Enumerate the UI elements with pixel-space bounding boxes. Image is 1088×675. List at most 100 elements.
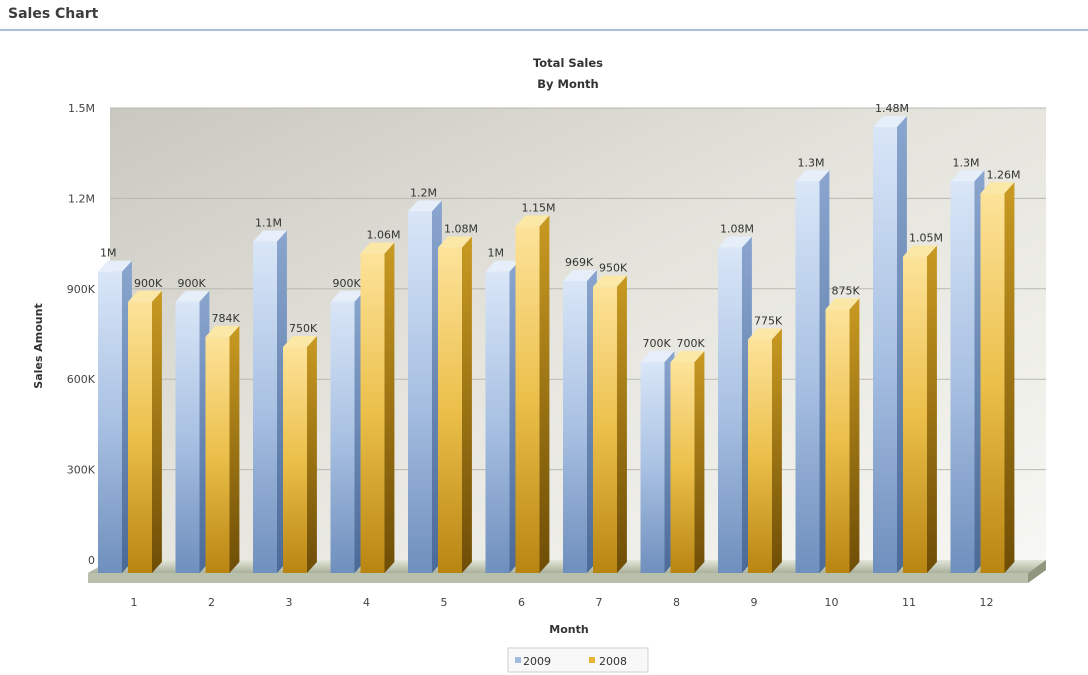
x-axis-label: Month: [549, 623, 588, 636]
data-label-2008-month-8: 700K: [677, 337, 706, 350]
legend-box: [507, 647, 649, 673]
data-label-2009-month-9: 1.08M: [720, 223, 754, 236]
bar-side: [617, 275, 627, 573]
legend-label-2009: 2009: [523, 655, 551, 668]
data-labels: 1M 900K 900K 784K 1.1M 750K 900K 1.06M 1.2M 1.08M…: [100, 102, 1020, 350]
bar-side: [384, 242, 395, 573]
data-label-2008-month-6: 1.15M: [522, 201, 556, 214]
data-label-2009-month-6: 1M: [488, 247, 505, 260]
data-label-2008-month-12: 1.26M: [987, 168, 1021, 181]
bar-top: [515, 215, 550, 227]
bar-front: [360, 253, 385, 573]
y-tick-label: 600K: [67, 373, 96, 386]
bar-front: [515, 226, 540, 573]
x-tick-label: 8: [673, 596, 680, 609]
bar-side: [307, 335, 317, 573]
bar-side: [694, 351, 705, 573]
bar-top: [408, 200, 442, 212]
panel-header: Sales Chart: [0, 0, 1088, 31]
bars: [98, 115, 1015, 574]
data-label-2009-month-5: 1.2M: [410, 186, 437, 199]
bar-front: [485, 271, 510, 573]
panel-divider: [0, 29, 1088, 31]
bar-2008-month-7: [593, 275, 627, 573]
bar-front: [670, 362, 695, 573]
x-tick-label: 10: [825, 596, 839, 609]
bar-2009-month-6: [485, 260, 520, 573]
legend-label-2008: 2008: [599, 655, 627, 668]
bar-front: [950, 181, 975, 573]
bar-2008-month-8: [670, 351, 705, 573]
bar-2009-month-3: [253, 230, 287, 574]
x-tick-label: 7: [596, 596, 603, 609]
data-label-2009-month-7: 969K: [565, 256, 594, 269]
bar-front: [128, 301, 152, 573]
bar-side: [772, 328, 782, 573]
bar-front: [175, 301, 200, 573]
x-tick-label: 2: [208, 596, 215, 609]
bar-top: [360, 242, 395, 254]
x-tick-label: 4: [363, 596, 370, 609]
bar-top: [593, 275, 627, 287]
bar-side: [229, 325, 240, 573]
bar-side: [152, 290, 162, 573]
bar-2009-month-5: [408, 200, 442, 573]
bar-top: [825, 298, 860, 310]
bar-front: [718, 247, 742, 573]
legend[interactable]: 2009 2008: [507, 647, 649, 673]
bar-front: [408, 211, 432, 573]
bar-2008-month-5: [438, 236, 472, 573]
bar-2009-month-10: [795, 170, 830, 573]
bar-front: [438, 247, 462, 573]
bar-front: [825, 309, 850, 573]
bar-top: [873, 115, 907, 128]
data-label-2009-month-3: 1.1M: [255, 217, 282, 230]
bar-top: [980, 182, 1015, 194]
bar-2008-month-3: [283, 335, 317, 573]
bar-top: [283, 335, 317, 347]
bar-top: [640, 351, 675, 363]
data-label-2009-month-2: 900K: [178, 277, 207, 290]
bar-2008-month-11: [903, 245, 937, 574]
data-label-2009-month-4: 900K: [333, 277, 362, 290]
x-tick-label: 1: [131, 596, 138, 609]
plot-floor-front: [88, 573, 1028, 583]
legend-swatch-2008: [589, 657, 595, 663]
chart-title: Total Sales: [533, 56, 603, 70]
data-label-2009-month-12: 1.3M: [953, 156, 980, 169]
bar-2009-month-4: [330, 290, 365, 573]
y-tick-label: 1.5M: [68, 102, 95, 115]
chart-subtitle: By Month: [537, 77, 598, 91]
bar-top: [795, 170, 830, 182]
data-label-2008-month-1: 900K: [134, 277, 163, 290]
bar-2009-month-9: [718, 236, 752, 573]
bar-2009-month-2: [175, 290, 210, 573]
x-tick-label: 3: [286, 596, 293, 609]
legend-swatch-2009: [515, 657, 521, 663]
bar-front: [640, 362, 665, 573]
bar-side: [539, 215, 550, 573]
bar-2009-month-7: [563, 269, 597, 573]
bar-2008-month-2: [205, 325, 240, 573]
y-tick-label: 0: [88, 554, 95, 567]
bar-side: [462, 236, 472, 573]
bar-side: [849, 298, 860, 573]
y-axis-ticks: 0 300K 600K 900K 1.2M 1.5M: [67, 102, 96, 567]
bar-top: [128, 290, 162, 302]
data-label-2009-month-1: 1M: [100, 247, 117, 260]
bar-top: [253, 230, 287, 242]
bar-front: [873, 127, 897, 573]
data-label-2008-month-7: 950K: [599, 262, 628, 275]
data-label-2008-month-5: 1.08M: [444, 223, 478, 236]
x-tick-label: 9: [751, 596, 758, 609]
y-axis-label: Sales Amount: [32, 303, 45, 388]
bar-front: [253, 241, 277, 574]
bar-front: [748, 339, 772, 573]
bar-front: [330, 301, 355, 573]
bar-top: [903, 245, 937, 257]
x-tick-label: 12: [980, 596, 994, 609]
bar-2009-month-1: [98, 260, 132, 573]
bar-front: [795, 181, 820, 573]
bar-2009-month-8: [640, 351, 675, 573]
